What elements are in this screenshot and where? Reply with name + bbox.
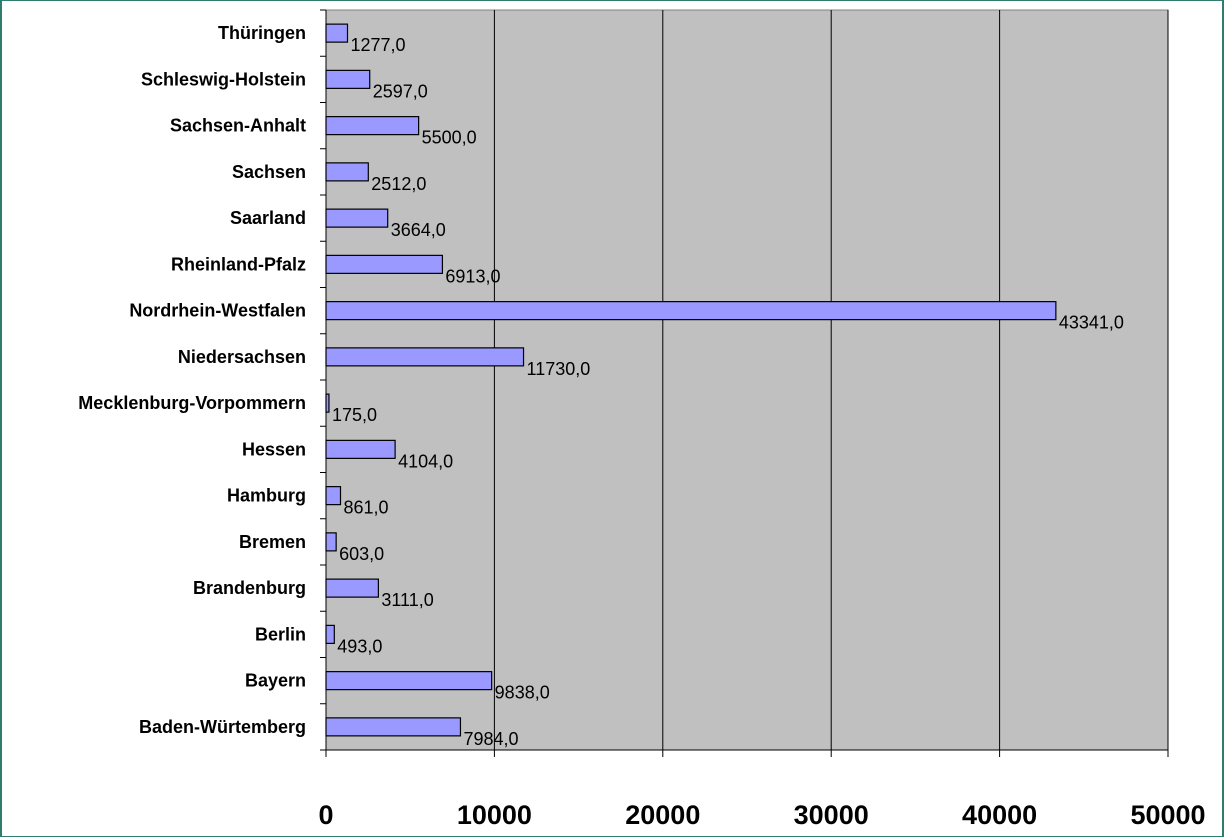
bar [325, 671, 493, 691]
value-label: 9838,0 [495, 683, 550, 703]
category-label: Nordrhein-Westfalen [129, 301, 306, 321]
category-label: Brandenburg [193, 578, 306, 598]
category-label: Thüringen [218, 23, 306, 43]
category-label: Niedersachsen [178, 347, 306, 367]
bar [325, 532, 337, 552]
category-label: Schleswig-Holstein [141, 69, 306, 89]
bars [325, 23, 1057, 737]
value-label: 4104,0 [398, 451, 453, 471]
value-label: 1277,0 [351, 35, 406, 55]
bar [325, 347, 525, 367]
value-label: 2597,0 [373, 81, 428, 101]
bar [325, 69, 371, 89]
bar [325, 23, 349, 43]
value-label: 5500,0 [422, 128, 477, 148]
value-label: 175,0 [332, 405, 377, 425]
bar [325, 254, 444, 274]
x-tick-label: 50000 [1130, 800, 1205, 830]
category-labels: Baden-Würtemberg Bayern Berlin Brandenburg B… [78, 23, 306, 737]
value-label: 603,0 [339, 544, 384, 564]
bar [325, 393, 330, 413]
value-label: 7984,0 [463, 729, 518, 749]
value-label: 861,0 [343, 498, 388, 518]
bar [325, 301, 1057, 321]
x-tick-label: 20000 [625, 800, 700, 830]
value-labels: 7984,0 9838,0 493,0 3111,0 603,0 861,0 4104,0 1… [332, 35, 1124, 749]
bar [325, 624, 335, 644]
x-tick-label: 0 [318, 800, 333, 830]
x-tick-label: 40000 [962, 800, 1037, 830]
gridlines [493, 10, 1169, 750]
x-tick-label: 30000 [794, 800, 869, 830]
value-label: 3664,0 [391, 220, 446, 240]
category-label: Berlin [255, 624, 306, 644]
category-label: Hamburg [227, 486, 306, 506]
value-label: 3111,0 [381, 590, 433, 610]
bar [325, 578, 379, 598]
value-label: 2512,0 [371, 174, 426, 194]
category-label: Sachsen-Anhalt [170, 116, 306, 136]
value-label: 6913,0 [445, 266, 500, 286]
bar [325, 208, 389, 228]
category-label: Mecklenburg-Vorpommern [78, 393, 306, 413]
category-label: Bremen [239, 532, 306, 552]
bar [325, 116, 420, 136]
category-label: Saarland [230, 208, 306, 228]
value-label: 493,0 [337, 636, 382, 656]
x-tick-labels: 0 10000 20000 30000 40000 50000 [318, 800, 1205, 830]
category-label: Baden-Würtemberg [139, 717, 306, 737]
value-label: 11730,0 [527, 359, 591, 379]
plot-area [325, 9, 1169, 751]
category-label: Hessen [242, 439, 306, 459]
category-label: Sachsen [232, 162, 306, 182]
category-label: Rheinland-Pfalz [171, 254, 306, 274]
x-tick-label: 10000 [457, 800, 532, 830]
value-label: 43341,0 [1059, 313, 1124, 333]
bar [325, 162, 369, 182]
bar [325, 486, 342, 506]
bar [325, 717, 462, 737]
bar [325, 439, 396, 459]
category-label: Bayern [245, 671, 306, 691]
